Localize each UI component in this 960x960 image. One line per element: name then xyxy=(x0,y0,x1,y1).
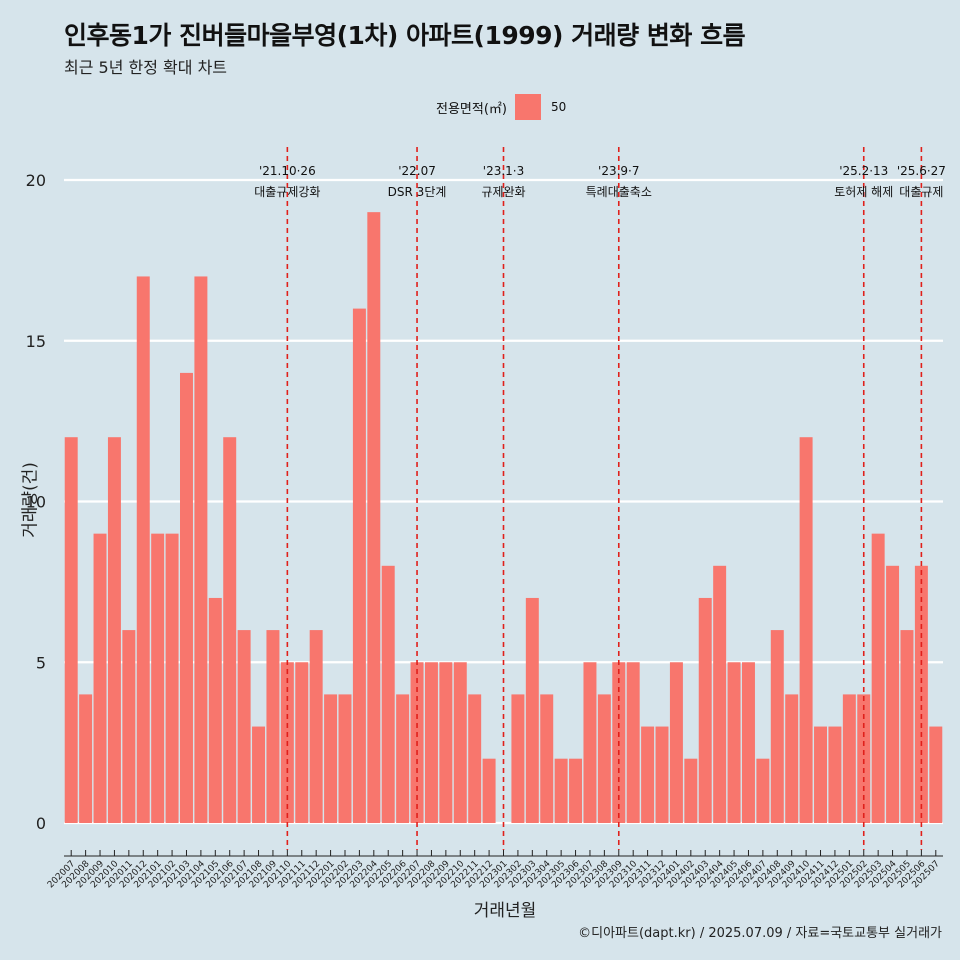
bar xyxy=(194,276,208,823)
bar xyxy=(295,662,309,823)
bar xyxy=(569,758,583,823)
bar xyxy=(684,758,698,823)
bar xyxy=(237,630,251,823)
bar xyxy=(799,437,813,823)
bar xyxy=(554,758,568,823)
bar xyxy=(266,630,280,823)
bar xyxy=(396,694,410,823)
event-date-label: '25.2·13 xyxy=(839,164,888,178)
bar xyxy=(713,565,727,823)
y-tick-label: 10 xyxy=(26,493,46,512)
event-date-label: '21.10·26 xyxy=(259,164,316,178)
y-tick-label: 20 xyxy=(26,171,46,190)
bar xyxy=(381,565,395,823)
bar xyxy=(79,694,93,823)
y-tick-label: 15 xyxy=(26,332,46,351)
bar xyxy=(223,437,237,823)
bar xyxy=(770,630,784,823)
bar xyxy=(107,437,121,823)
bar xyxy=(324,694,338,823)
x-axis-title: 거래년월 xyxy=(473,901,537,921)
bar xyxy=(367,212,381,823)
bar xyxy=(641,726,655,823)
bar xyxy=(583,662,597,823)
legend-swatch xyxy=(514,94,541,120)
bar xyxy=(64,437,78,823)
bar xyxy=(424,662,438,823)
bar xyxy=(900,630,914,823)
bar xyxy=(871,533,885,823)
bar xyxy=(914,565,928,823)
bar xyxy=(655,726,669,823)
bar xyxy=(540,694,554,823)
bar xyxy=(698,597,712,823)
bar xyxy=(929,726,943,823)
bar xyxy=(857,694,871,823)
chart-title: 인후동1가 진버들마을부영(1차) 아파트(1999) 거래량 변화 흐름 xyxy=(64,21,746,50)
bar xyxy=(727,662,741,823)
bar xyxy=(338,694,352,823)
chart-subtitle: 최근 5년 한정 확대 차트 xyxy=(64,58,228,77)
event-date-label: '22.07 xyxy=(398,164,436,178)
bar xyxy=(597,694,611,823)
bar xyxy=(511,694,525,823)
bar xyxy=(208,597,222,823)
bar xyxy=(785,694,799,823)
bar xyxy=(525,597,539,823)
event-label: 특례대출축소 xyxy=(586,185,652,199)
event-date-label: '23.9·7 xyxy=(598,164,639,178)
bar xyxy=(93,533,107,823)
bar xyxy=(122,630,136,823)
bar xyxy=(165,533,179,823)
bar xyxy=(741,662,755,823)
bar xyxy=(439,662,453,823)
bar xyxy=(179,372,193,823)
bar xyxy=(886,565,900,823)
event-date-label: '25.6·27 xyxy=(897,164,946,178)
event-label: 규제완화 xyxy=(481,185,525,199)
legend-label: 50 xyxy=(550,100,567,114)
bar xyxy=(352,308,366,824)
bar xyxy=(453,662,467,823)
bar xyxy=(814,726,828,823)
event-label: 대출규제강화 xyxy=(254,185,320,199)
bar xyxy=(468,694,482,823)
bar xyxy=(756,758,770,823)
legend: 전용면적(㎡) 50 xyxy=(436,94,566,120)
bar xyxy=(309,630,323,823)
event-date-label: '23.1·3 xyxy=(483,164,524,178)
source-caption: ©디아파트(dapt.kr) / 2025.07.09 / 자료=국토교통부 실… xyxy=(578,926,942,941)
bar xyxy=(626,662,640,823)
y-tick-label: 0 xyxy=(36,814,46,833)
bar xyxy=(482,758,496,823)
bar xyxy=(669,662,683,823)
bar xyxy=(828,726,842,823)
legend-title: 전용면적(㎡) xyxy=(436,101,507,117)
bar xyxy=(842,694,856,823)
event-label: DSR 3단계 xyxy=(388,185,447,199)
bar xyxy=(151,533,165,823)
event-label: 대출규제 xyxy=(899,185,943,199)
bar xyxy=(136,276,150,823)
bar xyxy=(252,726,266,823)
event-label: 토허제 해제 xyxy=(834,185,893,199)
y-tick-label: 5 xyxy=(36,653,46,672)
